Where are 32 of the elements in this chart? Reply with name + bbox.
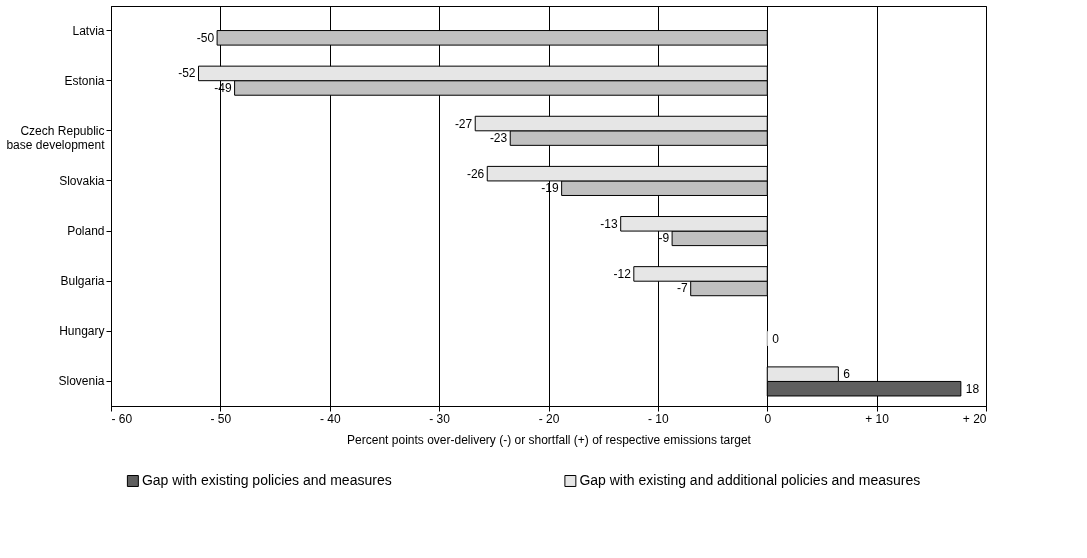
- data-label: -23: [489, 131, 508, 146]
- data-label: -7: [677, 281, 689, 296]
- y-tick-label: Slovakia: [59, 173, 105, 188]
- data-label: -13: [600, 216, 619, 231]
- x-axis-title: Percent points over-delivery (-) or shortfall (+) of respective emissions target: [347, 432, 752, 447]
- x-tick-label: - 40: [319, 411, 341, 426]
- y-tick-label: Latvia: [72, 23, 105, 38]
- x-tick-label: 0: [764, 411, 772, 426]
- data-label: 6: [843, 367, 851, 382]
- x-tick-label: + 10: [865, 411, 890, 426]
- y-tick-label: Poland: [67, 224, 105, 239]
- data-label: -12: [613, 266, 632, 281]
- x-tick-label: - 10: [648, 411, 670, 426]
- y-tick-label: Hungary: [59, 324, 105, 339]
- data-label: -27: [454, 116, 473, 131]
- y-tick-label: Bulgaria: [60, 274, 105, 289]
- data-label: -52: [178, 66, 196, 81]
- data-label: 0: [772, 331, 780, 346]
- x-tick-label: - 20: [538, 411, 560, 426]
- x-tick-label: - 50: [210, 411, 232, 426]
- legend-label: Gap with existing policies and measures: [141, 472, 392, 488]
- data-label: 18: [965, 381, 980, 396]
- y-tick-label: Slovenia: [58, 374, 105, 389]
- data-label: -26: [466, 166, 485, 181]
- y-tick-label: Czech Republic base development: [6, 123, 106, 152]
- data-label: -9: [658, 231, 670, 246]
- x-tick-label: - 60: [111, 411, 133, 426]
- y-tick-label: Estonia: [64, 73, 105, 88]
- data-label: -50: [196, 30, 215, 45]
- x-tick-label: - 30: [429, 411, 451, 426]
- legend-label: Gap with existing and additional policies and measures: [579, 472, 921, 488]
- x-tick-label: + 20: [962, 411, 987, 426]
